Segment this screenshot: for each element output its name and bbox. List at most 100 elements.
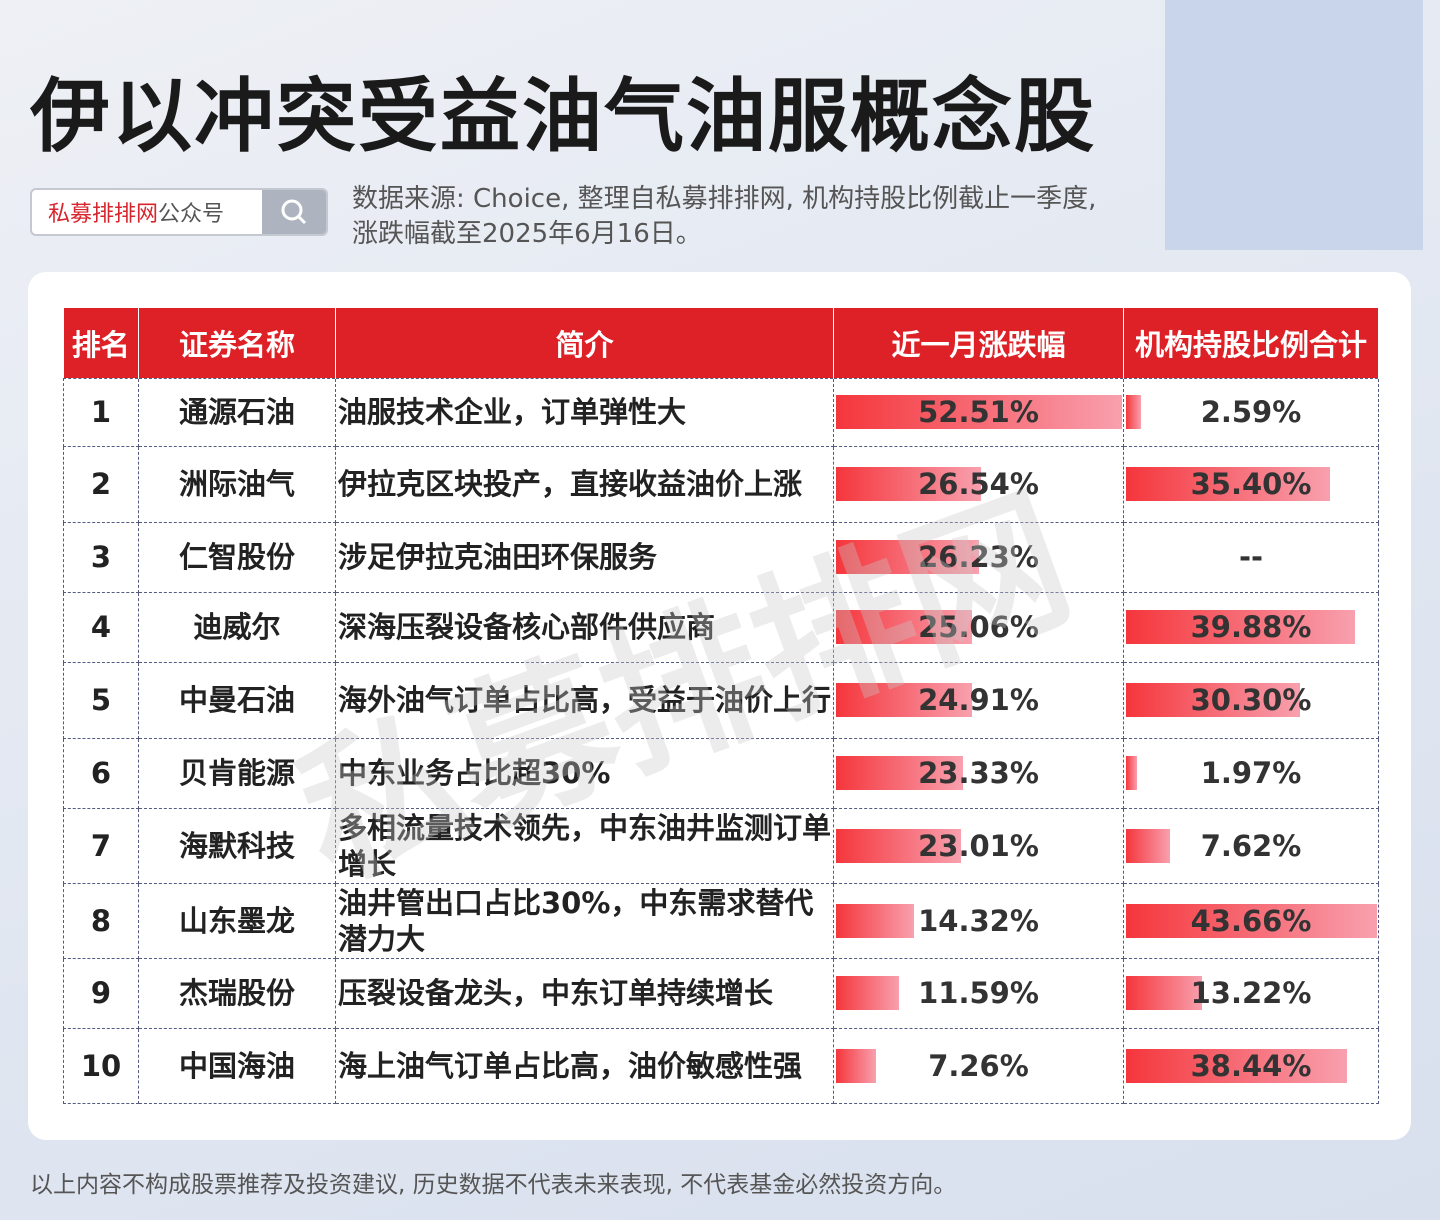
change-cell: 23.33% bbox=[833, 737, 1124, 809]
rank-cell: 1 bbox=[63, 377, 139, 447]
intro-cell: 深海压裂设备核心部件供应商 bbox=[335, 591, 834, 663]
inst-bar bbox=[1126, 610, 1356, 644]
stock-name-cell: 通源石油 bbox=[138, 377, 336, 447]
institution-cell: 38.44% bbox=[1123, 1027, 1379, 1104]
change-value: 26.23% bbox=[918, 540, 1039, 574]
table-row: 9 杰瑞股份 压裂设备龙头，中东订单持续增长 11.59% 13.22% bbox=[63, 957, 1379, 1029]
inst-value: -- bbox=[1238, 540, 1264, 574]
intro-cell: 海外油气订单占比高，受益于油价上行 bbox=[335, 661, 834, 739]
intro-cell: 海上油气订单占比高，油价敏感性强 bbox=[335, 1027, 834, 1104]
search-text: 私募排排网 公众号 bbox=[32, 190, 262, 234]
change-bar bbox=[836, 756, 964, 790]
change-value: 23.01% bbox=[918, 828, 1039, 863]
stock-name-cell: 仁智股份 bbox=[138, 521, 336, 593]
change-bar bbox=[836, 395, 1122, 429]
inst-bar bbox=[1126, 683, 1301, 717]
rank-cell: 3 bbox=[63, 521, 139, 593]
rank-cell: 2 bbox=[63, 445, 139, 523]
change-bar bbox=[836, 467, 981, 501]
intro-cell: 油服技术企业，订单弹性大 bbox=[335, 377, 834, 447]
change-bar bbox=[836, 828, 962, 863]
stock-name-cell: 海默科技 bbox=[138, 807, 336, 884]
rank-cell: 7 bbox=[63, 807, 139, 884]
institution-cell: 13.22% bbox=[1123, 957, 1379, 1029]
change-value: 52.51% bbox=[918, 395, 1039, 429]
table-row: 1 通源石油 油服技术企业，订单弹性大 52.51% 2.59% bbox=[63, 377, 1379, 447]
stock-name-cell: 中曼石油 bbox=[138, 661, 336, 739]
inst-bar bbox=[1126, 903, 1377, 938]
source-line-1: 数据来源: Choice, 整理自私募排排网, 机构持股比例截止一季度, bbox=[352, 184, 1097, 214]
stock-name-cell: 中国海油 bbox=[138, 1027, 336, 1104]
change-cell: 7.26% bbox=[833, 1027, 1124, 1104]
search-suffix: 公众号 bbox=[158, 202, 225, 227]
table-card: 排名 证券名称 简介 近一月涨跌幅 机构持股比例合计 1 通源石油 油服技术企业，订单弹性大… bbox=[28, 272, 1411, 1140]
institution-cell: 2.59% bbox=[1123, 377, 1379, 447]
search-brand: 私募排排网 bbox=[48, 202, 159, 227]
table-row: 5 中曼石油 海外油气订单占比高，受益于油价上行 24.91% 30.30% bbox=[63, 661, 1379, 739]
table-row: 6 贝肯能源 中东业务占比超30% 23.33% 1.97% bbox=[63, 737, 1379, 809]
inst-value: 39.88% bbox=[1190, 610, 1312, 644]
header-rank: 排名 bbox=[63, 308, 139, 378]
table-row: 4 迪威尔 深海压裂设备核心部件供应商 25.06% 39.88% bbox=[63, 591, 1379, 663]
institution-cell: 35.40% bbox=[1123, 445, 1379, 523]
rank-cell: 5 bbox=[63, 661, 139, 739]
institution-cell: 7.62% bbox=[1123, 807, 1379, 884]
inst-bar bbox=[1126, 467, 1330, 501]
change-cell: 52.51% bbox=[833, 377, 1124, 447]
inst-bar bbox=[1126, 395, 1141, 429]
inst-value: 13.22% bbox=[1190, 976, 1312, 1010]
intro-cell: 中东业务占比超30% bbox=[335, 737, 834, 809]
header-intro: 简介 bbox=[335, 308, 834, 378]
change-cell: 25.06% bbox=[833, 591, 1124, 663]
inst-value: 1.97% bbox=[1200, 756, 1302, 790]
institution-cell: 30.30% bbox=[1123, 661, 1379, 739]
inst-value: 43.66% bbox=[1190, 903, 1312, 938]
intro-cell: 压裂设备龙头，中东订单持续增长 bbox=[335, 957, 834, 1029]
intro-cell: 多相流量技术领先，中东油井监测订单增长 bbox=[335, 807, 834, 884]
rank-cell: 8 bbox=[63, 882, 139, 959]
change-value: 7.26% bbox=[928, 1048, 1029, 1083]
inst-bar bbox=[1126, 756, 1138, 790]
rank-cell: 9 bbox=[63, 957, 139, 1029]
institution-cell: 43.66% bbox=[1123, 882, 1379, 959]
change-cell: 14.32% bbox=[833, 882, 1124, 959]
change-cell: 26.54% bbox=[833, 445, 1124, 523]
inst-value: 38.44% bbox=[1190, 1048, 1312, 1083]
inst-value: 35.40% bbox=[1190, 467, 1312, 501]
search-box[interactable]: 私募排排网 公众号 bbox=[30, 188, 328, 236]
background-panel bbox=[1165, 0, 1423, 250]
change-value: 11.59% bbox=[918, 976, 1039, 1010]
stock-name-cell: 杰瑞股份 bbox=[138, 957, 336, 1029]
disclaimer: 以上内容不构成股票推荐及投资建议, 历史数据不代表未来表现, 不代表基金必然投资… bbox=[30, 1172, 957, 1198]
stock-name-cell: 山东墨龙 bbox=[138, 882, 336, 959]
inst-bar bbox=[1126, 1048, 1347, 1083]
change-bar bbox=[836, 903, 914, 938]
header-institution: 机构持股比例合计 bbox=[1123, 308, 1379, 378]
change-cell: 23.01% bbox=[833, 807, 1124, 884]
intro-cell: 涉足伊拉克油田环保服务 bbox=[335, 521, 834, 593]
data-source-note: 数据来源: Choice, 整理自私募排排网, 机构持股比例截止一季度, 涨跌幅… bbox=[352, 182, 1096, 252]
rank-cell: 10 bbox=[63, 1027, 139, 1104]
search-icon bbox=[281, 199, 307, 225]
table-row: 10 中国海油 海上油气订单占比高，油价敏感性强 7.26% 38.44% bbox=[63, 1027, 1379, 1104]
intro-cell: 伊拉克区块投产，直接收益油价上涨 bbox=[335, 445, 834, 523]
institution-cell: 39.88% bbox=[1123, 591, 1379, 663]
change-bar bbox=[836, 976, 900, 1010]
table-row: 8 山东墨龙 油井管出口占比30%，中东需求替代潜力大 14.32% 43.66% bbox=[63, 882, 1379, 959]
change-cell: 24.91% bbox=[833, 661, 1124, 739]
inst-bar bbox=[1126, 828, 1170, 863]
intro-cell: 油井管出口占比30%，中东需求替代潜力大 bbox=[335, 882, 834, 959]
stock-name-cell: 贝肯能源 bbox=[138, 737, 336, 809]
table-row: 2 洲际油气 伊拉克区块投产，直接收益油价上涨 26.54% 35.40% bbox=[63, 445, 1379, 523]
change-bar bbox=[836, 540, 979, 574]
stock-table: 排名 证券名称 简介 近一月涨跌幅 机构持股比例合计 1 通源石油 油服技术企业，订单弹性大… bbox=[63, 308, 1379, 1104]
page-title: 伊以冲突受益油气油服概念股 bbox=[30, 70, 1096, 163]
search-button[interactable] bbox=[262, 190, 326, 234]
change-bar bbox=[836, 683, 972, 717]
inst-value: 30.30% bbox=[1190, 683, 1312, 717]
table-row: 7 海默科技 多相流量技术领先，中东油井监测订单增长 23.01% 7.62% bbox=[63, 807, 1379, 884]
stock-name-cell: 迪威尔 bbox=[138, 591, 336, 663]
rank-cell: 6 bbox=[63, 737, 139, 809]
institution-cell: 1.97% bbox=[1123, 737, 1379, 809]
source-line-2: 涨跌幅截至2025年6月16日。 bbox=[352, 219, 702, 249]
